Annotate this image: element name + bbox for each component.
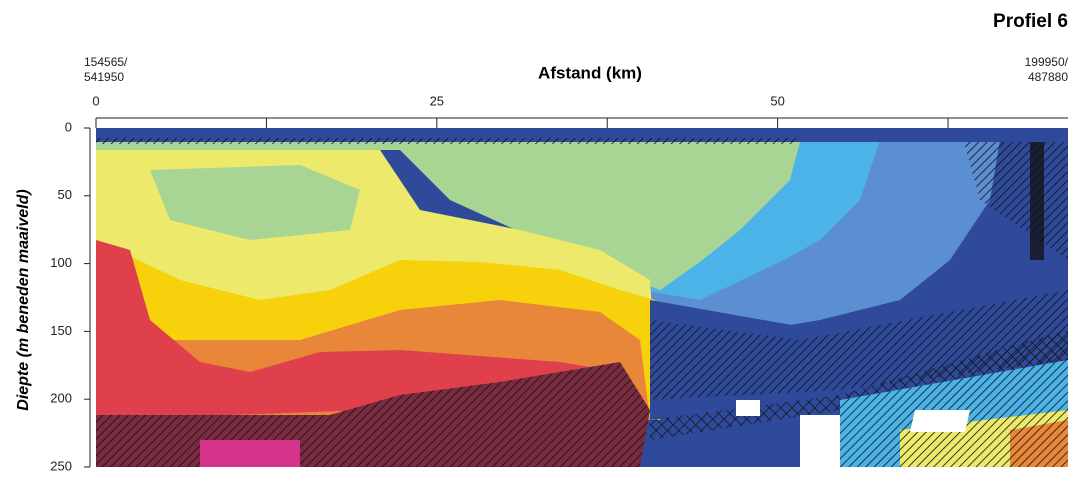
page: {"chart_data": { "type": "profile", "tit…: [0, 0, 1081, 479]
y-tick-label: 200: [50, 391, 72, 406]
chart: Profiel 6 Afstand (km) Diepte (m beneden…: [0, 0, 1081, 479]
start-label: 541950: [84, 70, 124, 84]
start-label: 154565/: [84, 55, 128, 69]
y-tick-label: 0: [65, 119, 72, 134]
chart-title: Profiel 6: [993, 11, 1068, 32]
y-tick-label: 250: [50, 458, 72, 473]
x-tick-label: 25: [430, 93, 444, 108]
x-tick-label: 50: [770, 93, 784, 108]
end-label: 199950/: [1025, 55, 1069, 69]
y-axis-title: Diepte (m beneden maaiveld): [15, 189, 32, 410]
y-tick-label: 100: [50, 255, 72, 270]
y-tick-label: 50: [58, 187, 72, 202]
y-tick-label: 150: [50, 323, 72, 338]
profile-field: [96, 128, 1068, 467]
end-label: 487880: [1028, 70, 1068, 84]
x-tick-label: 0: [92, 93, 99, 108]
x-axis-title: Afstand (km): [538, 63, 642, 82]
